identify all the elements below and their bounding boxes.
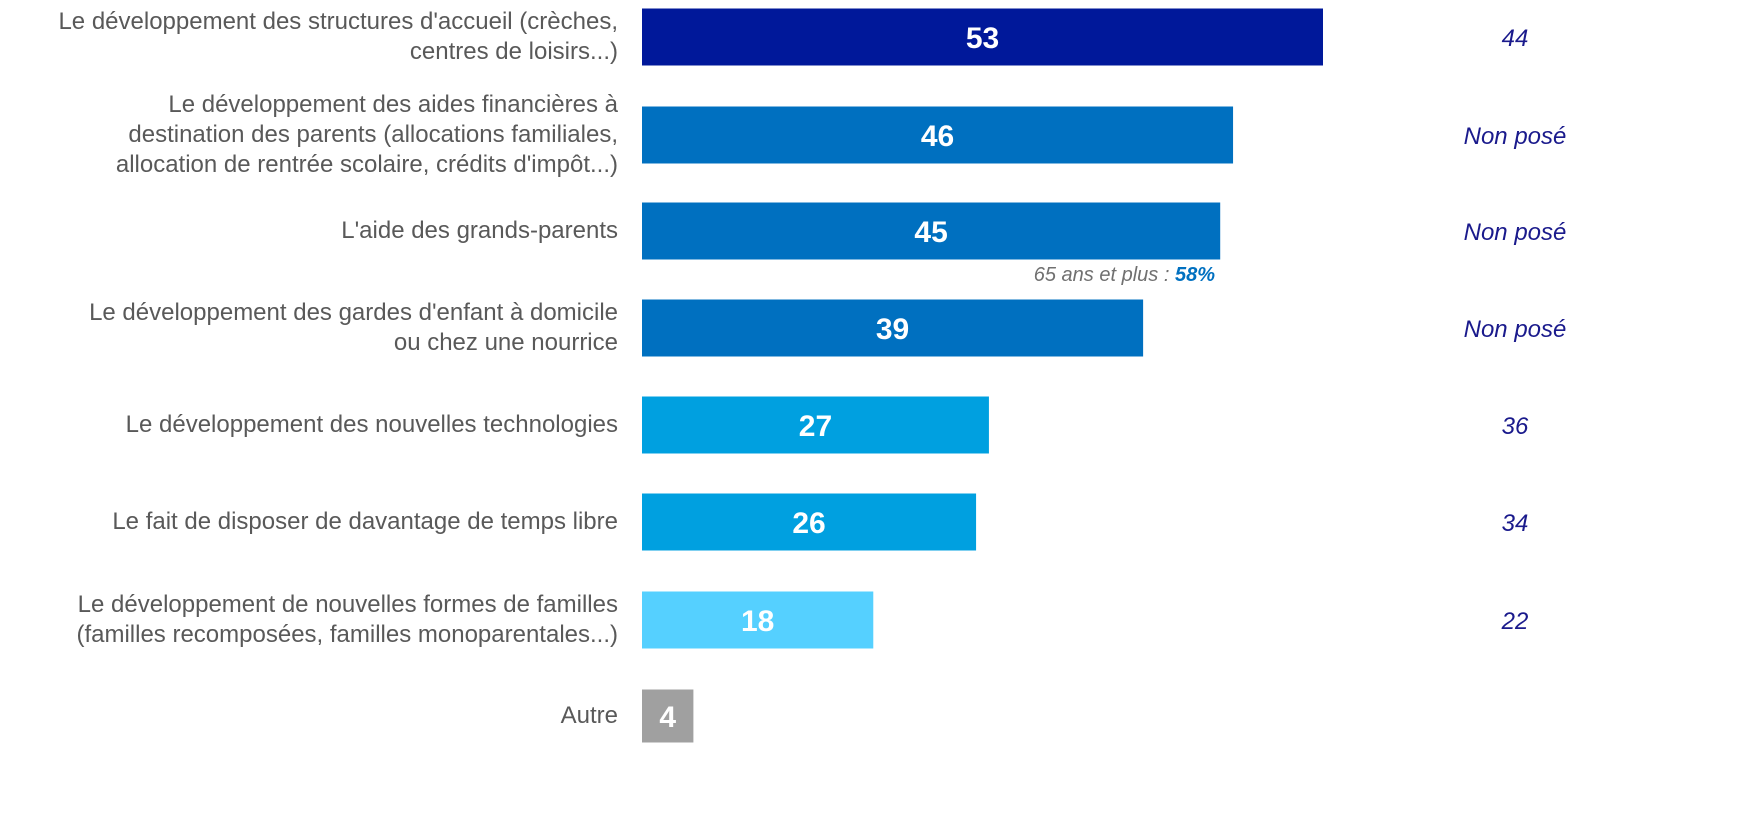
annotation-value: 58% — [1175, 264, 1215, 286]
category-label: Le développement des structures d'accuei… — [58, 8, 618, 65]
value-label: 45 — [914, 216, 947, 249]
value-label: 26 — [792, 507, 825, 540]
bar — [642, 202, 1221, 260]
comparison-value: 36 — [1502, 413, 1529, 440]
annotation: 65 ans et plus : 58% — [1034, 264, 1215, 286]
bar — [642, 591, 874, 649]
category-label: Le développement des gardes d'enfant à d… — [89, 299, 618, 356]
comparison-value: 44 — [1502, 25, 1529, 52]
value-label: 39 — [876, 313, 909, 346]
bar — [642, 493, 977, 551]
annotation-text: 65 ans et plus : — [1034, 264, 1170, 286]
category-label: Le développement des nouvelles technolog… — [125, 411, 618, 438]
bar — [642, 689, 694, 743]
category-label: Autre — [560, 702, 618, 729]
comparison-value: Non posé — [1464, 316, 1567, 343]
comparison-value: Non posé — [1464, 123, 1567, 150]
value-label: 53 — [966, 22, 999, 55]
bar — [642, 106, 1234, 164]
bar — [642, 8, 1323, 66]
value-label: 18 — [741, 605, 774, 638]
category-label: L'aide des grands-parents — [341, 217, 618, 244]
bar — [642, 396, 989, 454]
value-label: 4 — [659, 701, 676, 734]
category-label: Le fait de disposer de davantage de temp… — [112, 508, 618, 535]
category-label: Le développement des aides financières à… — [115, 91, 618, 178]
value-label: 27 — [799, 410, 832, 443]
bar — [642, 299, 1144, 357]
value-label: 46 — [921, 120, 954, 153]
comparison-value: Non posé — [1464, 219, 1567, 246]
category-label: Le développement de nouvelles formes de … — [76, 591, 618, 648]
comparison-value: 22 — [1501, 608, 1529, 635]
comparison-value: 34 — [1502, 510, 1529, 537]
